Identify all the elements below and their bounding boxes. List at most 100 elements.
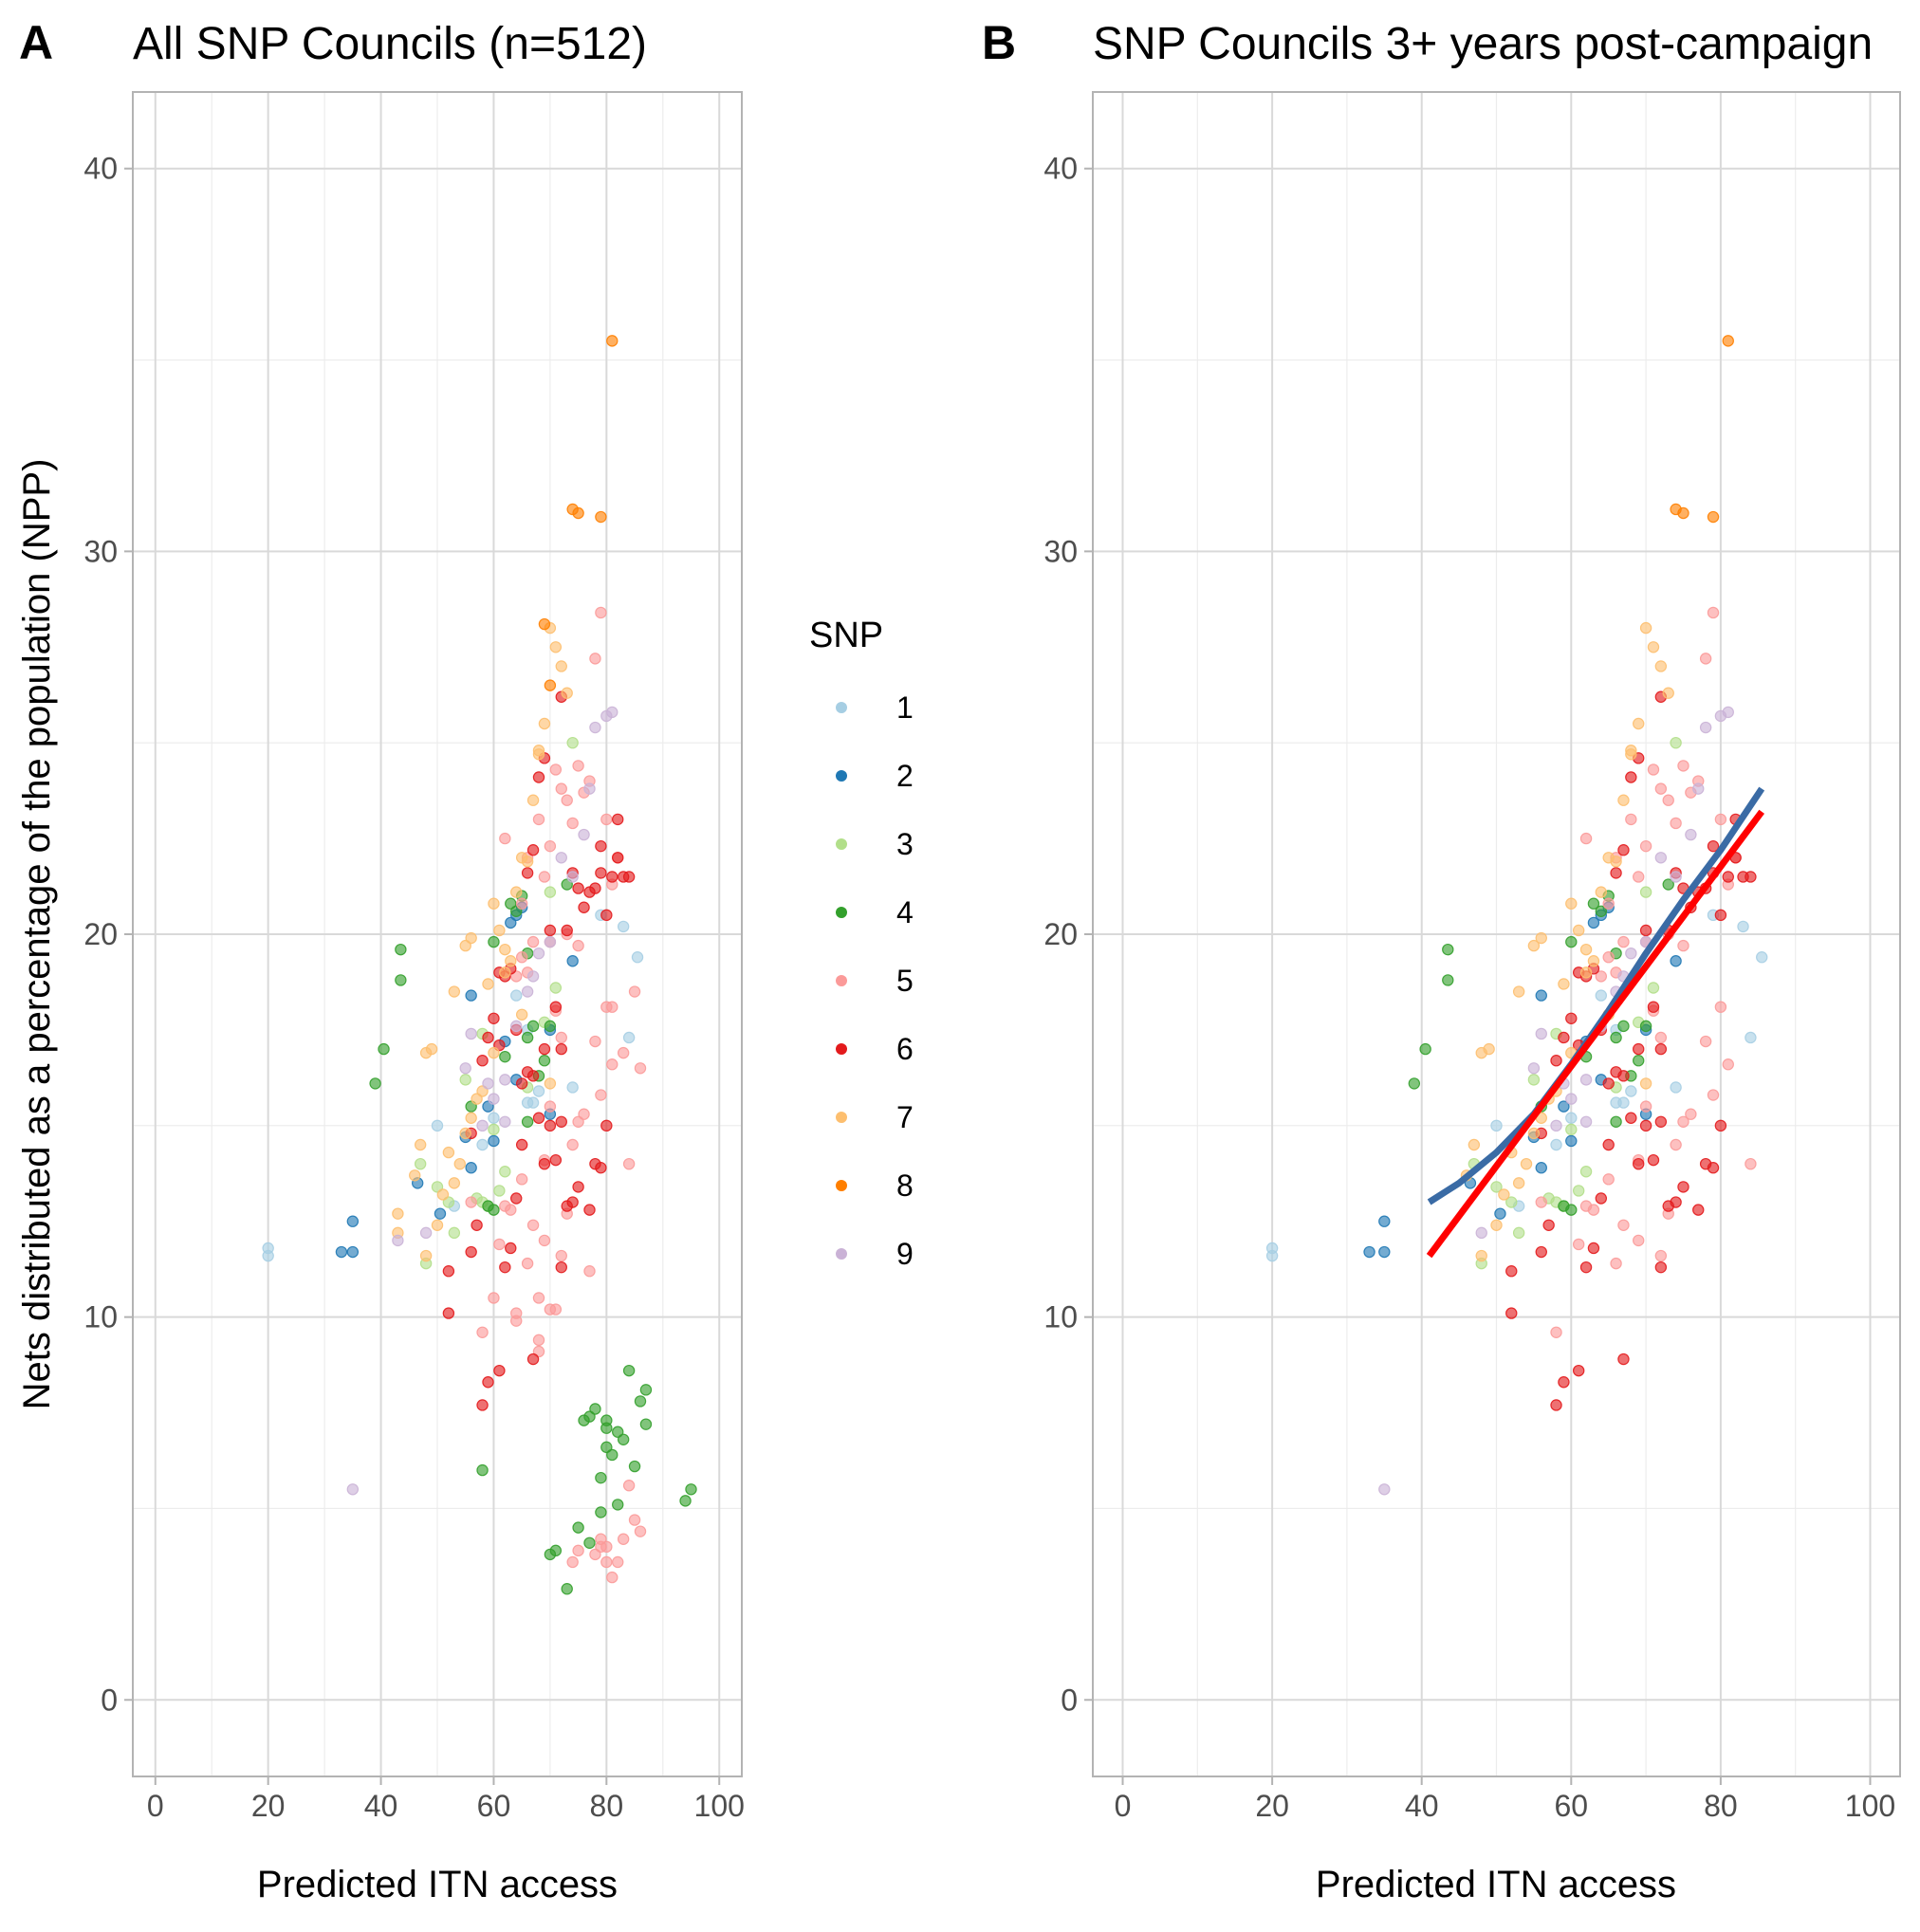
- x-tick-label: 80: [1704, 1789, 1738, 1823]
- scatter-point-snp-5: [589, 1035, 601, 1048]
- panel-a-y-ticks: 0 10 20 30 40: [83, 152, 133, 1717]
- scatter-point-snp-6: [465, 1245, 477, 1259]
- scatter-point-snp-6: [1722, 871, 1734, 883]
- scatter-point-snp-6: [622, 871, 636, 883]
- scatter-point-snp-5: [1722, 1058, 1734, 1071]
- scatter-point-snp-7: [459, 1127, 471, 1140]
- scatter-point-snp-1: [476, 1138, 489, 1151]
- scatter-point-snp-5: [515, 897, 528, 910]
- scatter-point-snp-5: [578, 1108, 590, 1120]
- scatter-point-snp-4: [639, 1384, 653, 1396]
- scatter-point-snp-7: [1579, 943, 1593, 956]
- scatter-point-snp-1: [1595, 989, 1608, 1002]
- scatter-point-snp-7: [465, 931, 477, 945]
- scatter-point-snp-7: [515, 1008, 528, 1021]
- scatter-point-snp-3: [1565, 1123, 1578, 1136]
- legend-key-snp-3: [836, 838, 847, 850]
- scatter-point-snp-9: [1579, 1074, 1593, 1086]
- scatter-point-snp-6: [1714, 1119, 1727, 1132]
- scatter-point-snp-5: [549, 764, 563, 776]
- scatter-point-snp-1: [1745, 1031, 1757, 1044]
- scatter-point-snp-5: [566, 1138, 579, 1151]
- scatter-point-snp-5: [1625, 813, 1637, 826]
- scatter-point-snp-6: [493, 1364, 506, 1377]
- scatter-point-snp-7: [482, 978, 494, 990]
- scatter-point-snp-6: [595, 839, 607, 853]
- scatter-point-snp-6: [555, 1042, 567, 1056]
- scatter-point-snp-5: [1707, 1089, 1720, 1101]
- x-tick-label: 100: [1845, 1789, 1895, 1823]
- scatter-point-snp-5: [1595, 970, 1608, 983]
- x-tick-label: 80: [590, 1789, 624, 1823]
- scatter-point-snp-5: [1677, 939, 1689, 952]
- scatter-point-snp-5: [1647, 764, 1660, 776]
- scatter-point-snp-5: [622, 1157, 636, 1170]
- scatter-point-snp-5: [515, 951, 528, 964]
- scatter-point-snp-6: [482, 1031, 494, 1044]
- scatter-point-snp-6: [544, 924, 557, 937]
- scatter-point-snp-3: [1670, 736, 1682, 749]
- scatter-point-snp-5: [1617, 1219, 1630, 1231]
- y-tick-label: 40: [83, 152, 118, 186]
- y-tick-label: 30: [1043, 534, 1078, 568]
- scatter-point-snp-6: [526, 1352, 540, 1366]
- scatter-point-snp-7: [414, 1138, 427, 1151]
- legend-label-snp-2: 2: [896, 759, 914, 793]
- scatter-point-snp-7: [549, 641, 563, 653]
- scatter-point-snp-3: [1639, 886, 1652, 898]
- scatter-point-snp-6: [555, 1115, 567, 1128]
- panel-b-points: [1265, 335, 1768, 1496]
- scatter-point-snp-3: [1512, 1226, 1525, 1240]
- scatter-point-snp-2: [1535, 989, 1547, 1002]
- scatter-point-snp-4: [600, 1414, 613, 1426]
- scatter-point-snp-9: [1535, 1027, 1547, 1040]
- scatter-point-snp-6: [1550, 1399, 1562, 1411]
- scatter-point-snp-2: [488, 1134, 500, 1148]
- scatter-point-snp-4: [544, 1020, 557, 1033]
- scatter-point-snp-2: [1378, 1245, 1391, 1259]
- scatter-point-snp-7: [1535, 931, 1547, 945]
- scatter-point-snp-4: [1442, 943, 1454, 956]
- scatter-point-snp-6: [1572, 1364, 1585, 1377]
- scatter-point-snp-1: [510, 989, 523, 1002]
- scatter-point-snp-3: [1647, 982, 1660, 994]
- scatter-point-snp-4: [488, 1204, 500, 1216]
- scatter-point-snp-3: [459, 1074, 471, 1086]
- scatter-point-snp-3: [1527, 1074, 1541, 1086]
- scatter-point-snp-9: [1670, 871, 1682, 883]
- panel-b-title: SNP Councils 3+ years post-campaign: [1093, 19, 1873, 69]
- scatter-point-snp-7: [1617, 794, 1630, 806]
- scatter-point-snp-9: [346, 1483, 360, 1496]
- scatter-point-snp-5: [1714, 813, 1727, 826]
- scatter-point-snp-9: [459, 1062, 471, 1075]
- scatter-point-snp-2: [465, 1162, 477, 1174]
- scatter-point-snp-4: [395, 943, 407, 956]
- scatter-point-snp-4: [595, 1471, 607, 1484]
- scatter-point-snp-5: [1714, 1001, 1727, 1013]
- scatter-point-snp-6: [442, 1264, 455, 1278]
- scatter-point-snp-6: [1565, 1012, 1578, 1025]
- y-tick-label: 20: [1043, 917, 1078, 951]
- scatter-point-snp-9: [1625, 947, 1637, 960]
- scatter-point-snp-1: [526, 1096, 540, 1109]
- scatter-point-snp-5: [612, 1555, 624, 1569]
- scatter-point-snp-2: [434, 1207, 447, 1220]
- scatter-point-snp-4: [538, 1054, 551, 1067]
- scatter-point-snp-6: [476, 1054, 489, 1067]
- scatter-point-snp-1: [1550, 1138, 1562, 1151]
- scatter-point-snp-7: [521, 856, 534, 868]
- scatter-point-snp-5: [1602, 951, 1615, 964]
- scatter-point-snp-7: [448, 1177, 461, 1189]
- scatter-point-snp-5: [1699, 1035, 1712, 1048]
- legend: SNP 1 2 3 4 5 6 7 8 9: [809, 616, 914, 1271]
- scatter-point-snp-1: [617, 920, 630, 933]
- panel-a-x-ticks: 0 20 40 60 80 100: [147, 1776, 745, 1823]
- scatter-point-snp-7: [1647, 641, 1660, 653]
- scatter-point-snp-7: [555, 660, 567, 672]
- scatter-point-snp-4: [595, 1506, 607, 1518]
- legend-key-snp-9: [836, 1248, 847, 1260]
- scatter-point-snp-6: [1633, 1157, 1645, 1170]
- scatter-point-snp-2: [1535, 1162, 1547, 1174]
- scatter-point-snp-4: [1565, 1204, 1578, 1216]
- scatter-point-snp-9: [1692, 782, 1705, 795]
